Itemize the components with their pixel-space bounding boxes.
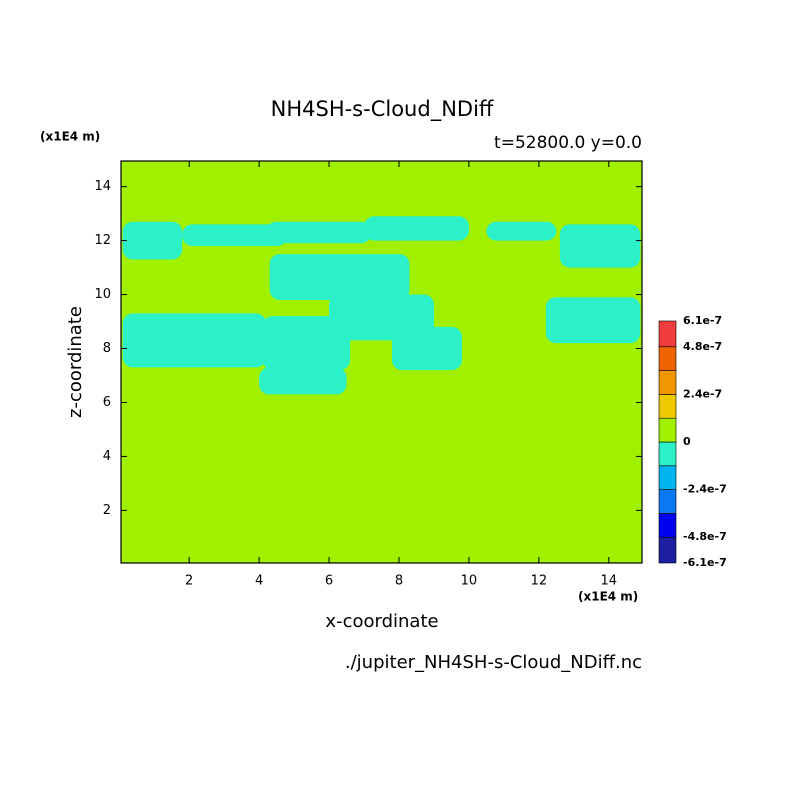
contour-patch bbox=[182, 224, 288, 246]
colorbar-box bbox=[658, 417, 677, 443]
chart-subtitle: t=52800.0 y=0.0 bbox=[494, 133, 642, 153]
contour-patch bbox=[262, 316, 351, 371]
colorbar-box bbox=[658, 370, 677, 395]
y-unit: (x1E4 m) bbox=[40, 130, 100, 144]
contour-patch bbox=[486, 221, 557, 241]
colorbar-label: -6.1e-7 bbox=[683, 556, 727, 569]
contour-patch bbox=[559, 224, 641, 268]
y-axis-label: z-coordinate bbox=[65, 306, 86, 418]
colorbar-box bbox=[658, 513, 677, 538]
x-tick-label: 8 bbox=[395, 574, 403, 589]
colorbar-box bbox=[658, 441, 677, 467]
contour-patch bbox=[391, 326, 462, 371]
x-tick-label: 4 bbox=[255, 574, 263, 589]
colorbar-label: 6.1e-7 bbox=[683, 314, 722, 327]
colorbar-label: 2.4e-7 bbox=[683, 387, 722, 400]
contour-patch bbox=[122, 221, 183, 260]
plot-frame bbox=[120, 160, 643, 564]
colorbar-box bbox=[658, 536, 677, 564]
colorbar-box bbox=[658, 320, 677, 348]
x-tick-label: 12 bbox=[531, 574, 548, 589]
contour-patch bbox=[364, 216, 469, 241]
y-tick-label: 10 bbox=[94, 287, 111, 302]
y-tick-label: 8 bbox=[103, 341, 111, 356]
x-tick-label: 6 bbox=[325, 574, 333, 589]
x-unit: (x1E4 m) bbox=[578, 590, 638, 604]
x-tick-label: 14 bbox=[601, 574, 618, 589]
colorbar-box bbox=[658, 394, 677, 419]
x-tick-label: 2 bbox=[185, 574, 193, 589]
y-tick-label: 12 bbox=[94, 233, 111, 248]
colorbar-label: 4.8e-7 bbox=[683, 340, 722, 353]
colorbar-label: 0 bbox=[683, 435, 691, 448]
y-tick-label: 4 bbox=[103, 449, 111, 464]
contour-patch bbox=[269, 254, 410, 300]
y-tick-label: 2 bbox=[103, 503, 111, 518]
x-tick-label: 10 bbox=[461, 574, 478, 589]
x-axis-label: x-coordinate bbox=[325, 611, 438, 632]
colorbar-box bbox=[658, 489, 677, 514]
contour-patch bbox=[122, 313, 267, 368]
y-tick-label: 6 bbox=[103, 395, 111, 410]
colorbar-box bbox=[658, 346, 677, 371]
colorbar-label: -2.4e-7 bbox=[683, 483, 727, 496]
contour-patch bbox=[266, 221, 372, 244]
colorbar-box bbox=[658, 465, 677, 490]
contour-patch bbox=[545, 297, 641, 344]
contour-patch bbox=[259, 367, 347, 395]
colorbar-label: -4.8e-7 bbox=[683, 530, 727, 543]
chart-title: NH4SH-s-Cloud_NDiff bbox=[271, 97, 494, 122]
footer: ./jupiter_NH4SH-s-Cloud_NDiff.nc bbox=[345, 652, 642, 673]
y-tick-label: 14 bbox=[94, 179, 111, 194]
